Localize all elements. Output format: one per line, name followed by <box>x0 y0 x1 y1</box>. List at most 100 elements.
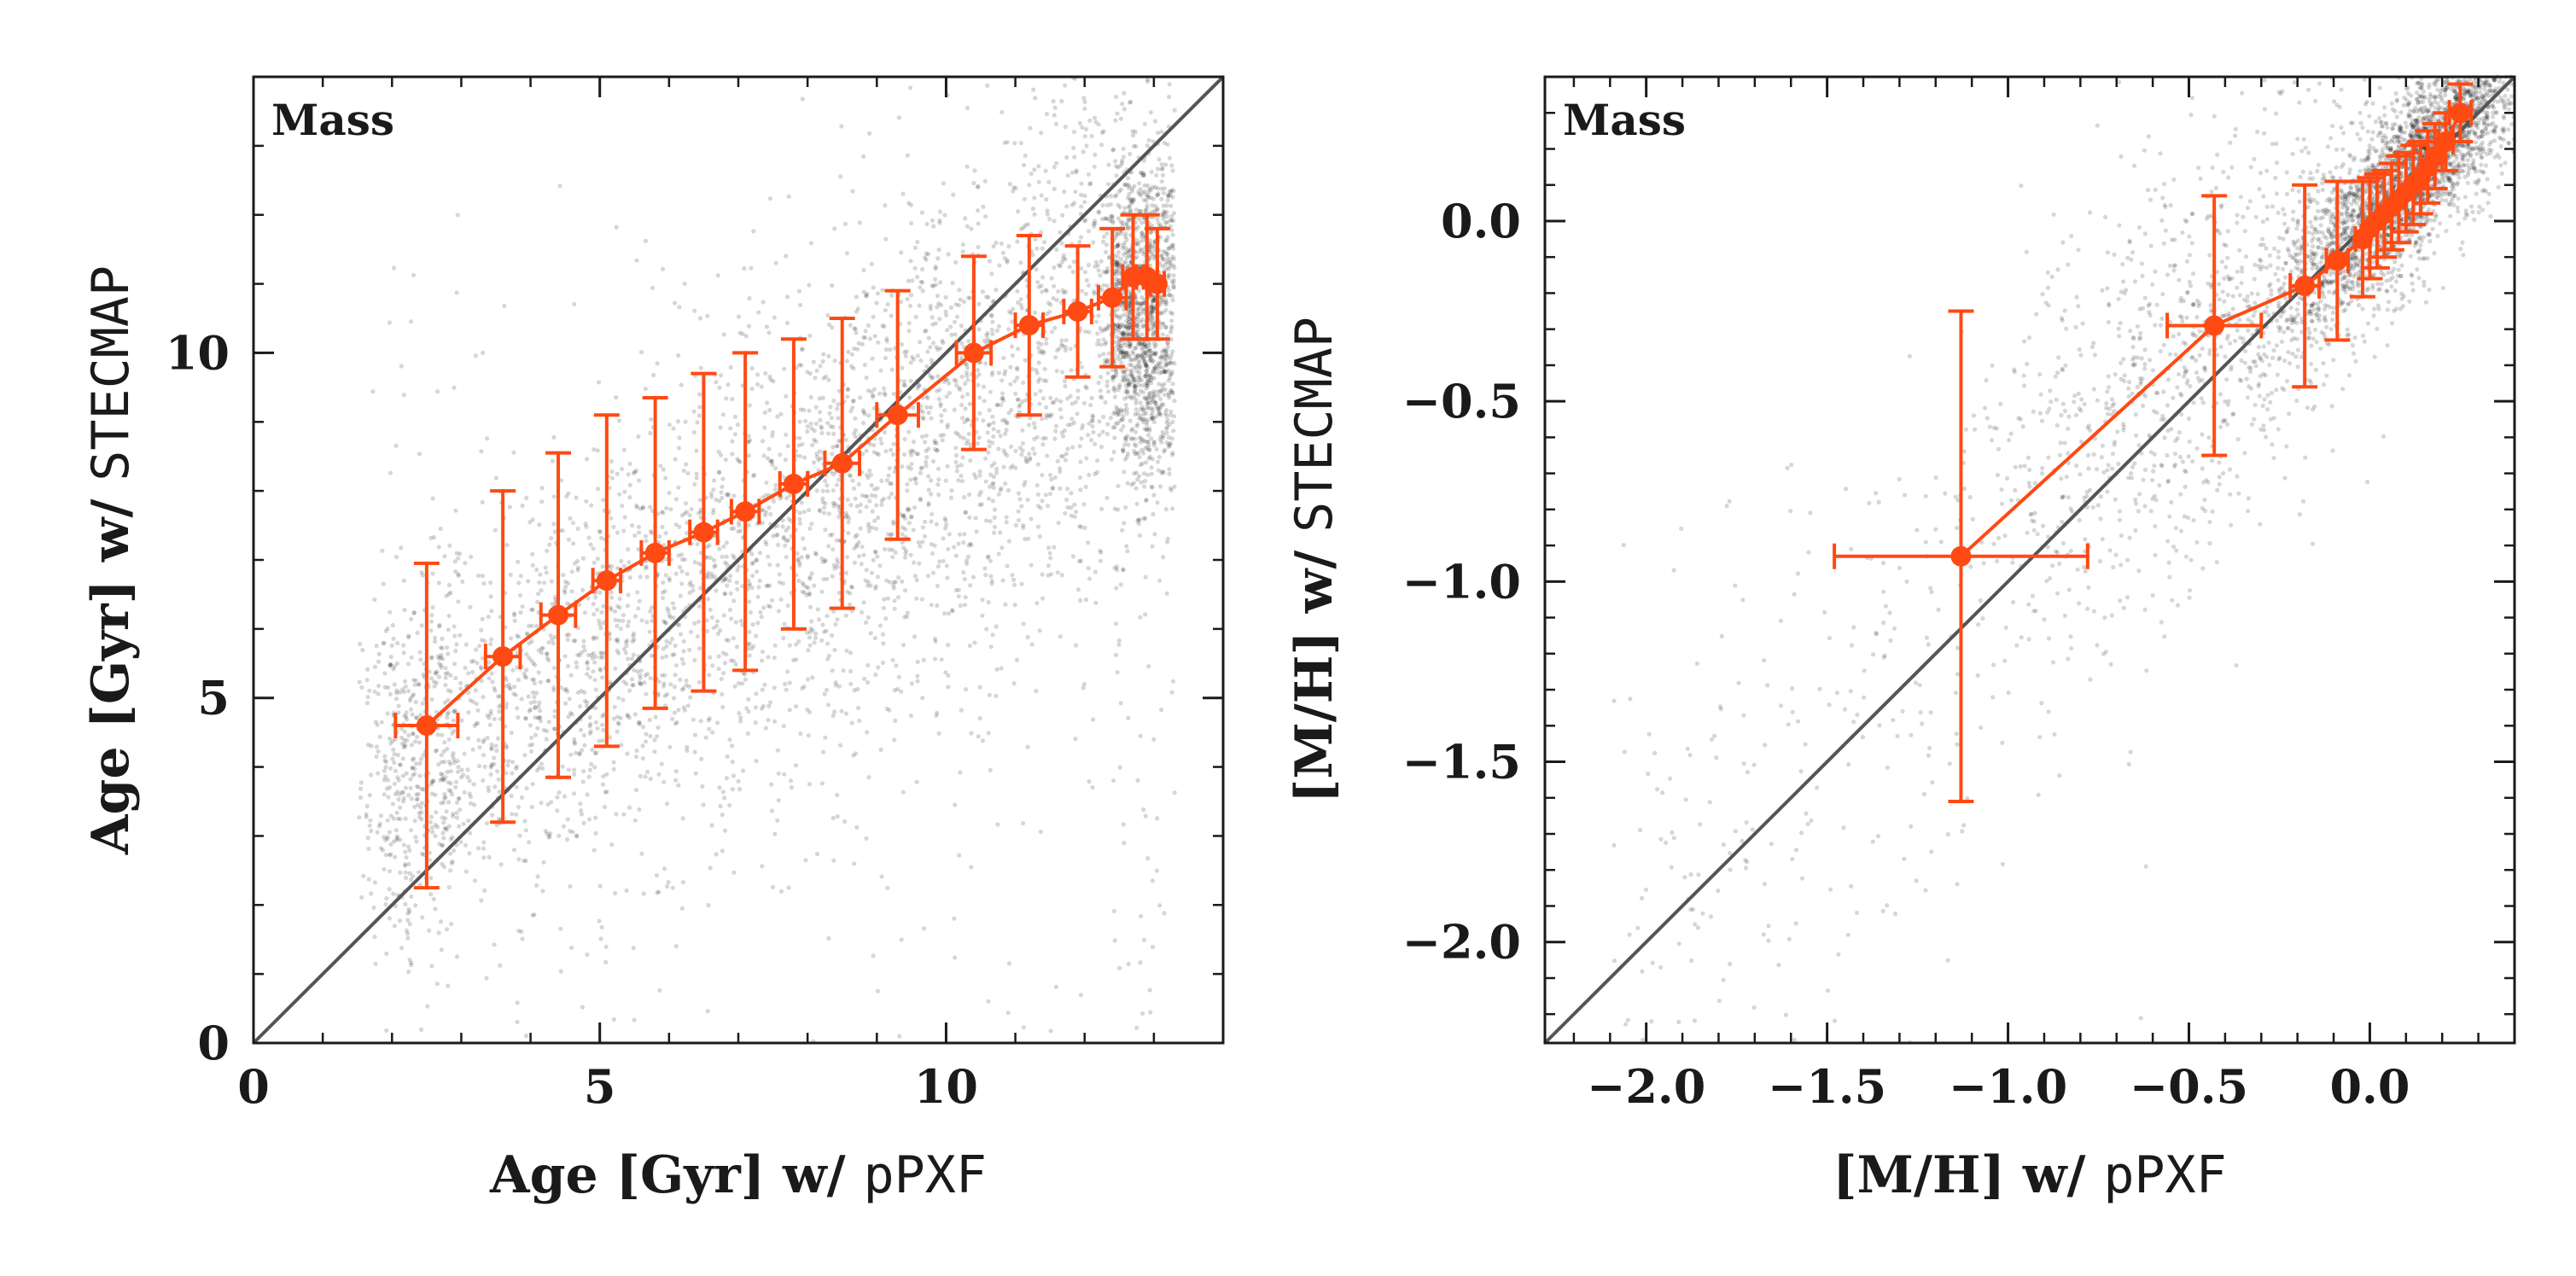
age-scatter-point <box>1147 447 1152 452</box>
age-scatter-point <box>599 650 605 656</box>
age-scatter-point <box>1031 421 1037 426</box>
age-scatter-point <box>1098 375 1104 380</box>
age-scatter-point <box>1170 298 1175 303</box>
age-scatter-point <box>989 463 994 469</box>
age-scatter-point <box>787 643 792 648</box>
age-scatter-point <box>434 982 440 987</box>
age-scatter-point <box>963 406 968 411</box>
age-scatter-point <box>991 427 996 432</box>
age-scatter-point <box>968 458 973 463</box>
age-scatter-point <box>440 645 445 651</box>
age-scatter-point <box>865 583 871 588</box>
age-scatter-point <box>1163 393 1168 398</box>
age-scatter-point <box>367 793 372 798</box>
age-scatter-point <box>1170 419 1175 425</box>
age-scatter-point <box>772 831 778 836</box>
age-scatter-point <box>796 288 802 294</box>
age-scatter-point <box>791 657 796 663</box>
age-scatter-point <box>1036 345 1041 350</box>
age-scatter-point <box>1145 856 1151 861</box>
age-scatter-point <box>959 323 964 329</box>
age-scatter-point <box>736 681 742 686</box>
age-scatter-point <box>944 522 949 527</box>
age-scatter-point <box>785 538 791 543</box>
age-scatter-point <box>414 715 419 720</box>
age-scatter-point <box>1081 218 1087 224</box>
age-scatter-point <box>399 364 404 369</box>
age-scatter-point <box>1125 251 1130 256</box>
age-scatter-point <box>1038 829 1043 835</box>
age-scatter-point <box>1104 359 1110 364</box>
age-scatter-point <box>585 792 590 797</box>
age-scatter-point <box>931 224 936 229</box>
age-scatter-point <box>616 721 621 726</box>
age-scatter-point <box>967 492 972 498</box>
age-scatter-point <box>1023 536 1028 542</box>
age-scatter-point <box>392 923 397 929</box>
age-scatter-point <box>924 251 929 256</box>
age-scatter-point <box>875 988 880 993</box>
age-scatter-point <box>1160 166 1165 171</box>
age-scatter-point <box>1137 533 1142 539</box>
age-scatter-point <box>979 502 984 507</box>
age-scatter-point <box>1070 269 1075 275</box>
age-scatter-point <box>385 835 390 840</box>
age-scatter-point <box>1116 507 1121 512</box>
age-scatter-point <box>1157 411 1162 417</box>
age-scatter-point <box>430 605 435 610</box>
age-scatter-point <box>877 623 883 628</box>
age-scatter-point <box>769 459 774 464</box>
age-scatter-point <box>404 714 409 720</box>
age-scatter-point <box>603 959 609 964</box>
age-scatter-point <box>459 718 464 723</box>
age-scatter-point <box>756 585 761 590</box>
age-scatter-point <box>761 439 766 444</box>
age-scatter-point <box>1148 390 1153 395</box>
age-scatter-point <box>1054 247 1059 252</box>
age-scatter-point <box>797 453 802 459</box>
age-scatter-point <box>1086 283 1092 288</box>
age-scatter-point <box>407 871 412 876</box>
age-scatter-point <box>582 743 587 748</box>
age-scatter-point <box>376 749 381 755</box>
age-scatter-point <box>690 583 696 589</box>
age-scatter-point <box>609 469 615 475</box>
age-scatter-point <box>1139 354 1145 359</box>
age-scatter-point <box>609 475 615 481</box>
age-scatter-point <box>911 405 916 411</box>
age-scatter-point <box>929 542 934 547</box>
age-scatter-point <box>807 333 813 338</box>
age-scatter-point <box>446 627 451 632</box>
age-scatter-point <box>762 513 768 518</box>
age-scatter-point <box>870 525 875 530</box>
age-scatter-point <box>1111 387 1116 392</box>
age-scatter-point <box>1171 188 1176 194</box>
age-scatter-point <box>372 689 377 694</box>
age-scatter-point <box>1161 433 1166 438</box>
age-scatter-point <box>846 520 851 525</box>
age-scatter-point <box>755 569 760 574</box>
age-scatter-point <box>1145 445 1150 450</box>
age-scatter-point <box>415 734 420 739</box>
age-scatter-point <box>708 607 713 612</box>
age-scatter-point <box>953 955 958 960</box>
age-scatter-point <box>376 684 382 689</box>
age-scatter-point <box>577 704 583 709</box>
age-scatter-point <box>890 555 895 560</box>
age-scatter-point <box>527 655 532 661</box>
age-scatter-point <box>819 426 825 431</box>
age-scatter-point <box>407 698 412 703</box>
age-scatter-point <box>1113 118 1118 123</box>
age-scatter-point <box>1086 566 1091 571</box>
age-scatter-point <box>705 575 710 580</box>
age-scatter-point <box>1124 333 1129 338</box>
age-scatter-point <box>907 85 913 90</box>
age-scatter-point <box>679 656 685 661</box>
age-scatter-point <box>747 295 752 301</box>
age-scatter-point <box>399 789 405 795</box>
age-scatter-point <box>597 529 603 534</box>
age-scatter-point <box>1027 452 1032 457</box>
age-scatter-point <box>1052 325 1058 330</box>
age-scatter-point <box>831 858 836 863</box>
age-scatter-point <box>1045 212 1050 217</box>
